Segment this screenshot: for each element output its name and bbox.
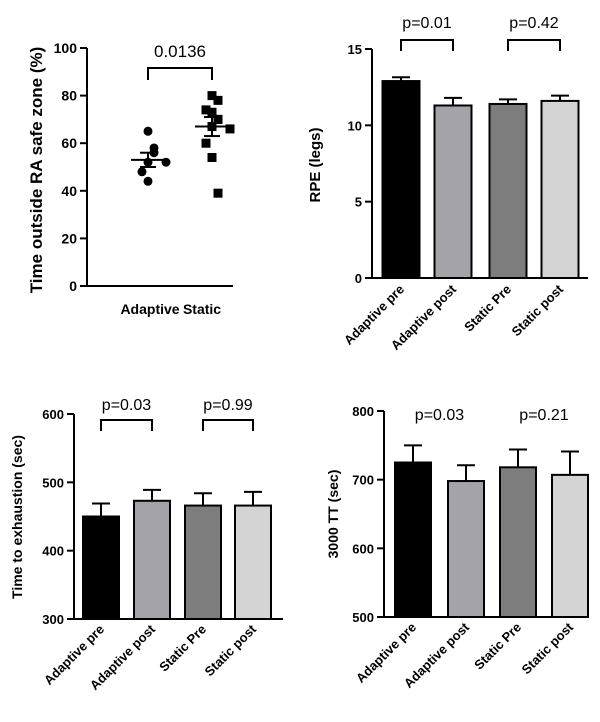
significance-bracket: [147, 67, 213, 80]
p-value-label: p=0.01: [402, 15, 451, 32]
bar: [499, 466, 537, 618]
y-axis-title: 3000 TT (sec): [325, 470, 341, 559]
data-point-static: [213, 188, 223, 198]
data-point-static: [213, 114, 223, 124]
y-tick-label: 5: [355, 195, 362, 210]
y-tick-label: 0: [355, 271, 362, 286]
data-point-static: [207, 107, 217, 117]
x-tick-label: Static Pre: [471, 620, 524, 673]
y-tick-label: 600: [352, 541, 374, 556]
significance-bracket: [202, 419, 254, 431]
p-value-label: p=0.42: [509, 15, 558, 32]
y-tick-label: 15: [348, 42, 362, 57]
y-tick-label: 500: [352, 610, 374, 625]
y-axis-title: Time to exhaustion (sec): [9, 435, 25, 599]
data-point-static: [207, 91, 217, 101]
y-axis-title: Time outside RA safe zone (%): [27, 47, 46, 294]
y-tick-label: 20: [61, 230, 77, 246]
bar: [82, 515, 120, 620]
bar: [551, 473, 589, 618]
data-point-static: [213, 95, 223, 105]
y-tick-label: 10: [348, 118, 362, 133]
panel-a-scatter: 0 20 40 60 80 100 Time outside RA safe zone (%…: [27, 40, 235, 317]
x-tick-label: Static: [183, 301, 221, 317]
y-tick-label: 700: [352, 473, 374, 488]
y-tick-label: 60: [61, 135, 77, 151]
bar: [381, 80, 421, 279]
x-tick-label: Static post: [519, 619, 577, 677]
bar: [540, 99, 580, 280]
data-point-adaptive: [137, 167, 147, 177]
y-tick-label: 300: [42, 612, 64, 627]
significance-bracket: [100, 419, 153, 431]
p-value-label: p=0.03: [415, 407, 464, 424]
x-tick-label: Static Pre: [461, 282, 514, 335]
p-value-label: 0.0136: [154, 42, 206, 61]
y-tick-label: 0: [69, 278, 77, 294]
y-tick-label: 40: [61, 183, 77, 199]
bar: [488, 102, 528, 279]
data-point-static: [201, 138, 211, 148]
y-tick-label: 100: [54, 40, 78, 56]
p-value-label: p=0.99: [203, 397, 252, 414]
y-tick-label: 600: [42, 407, 64, 422]
bar: [447, 480, 485, 619]
significance-bracket: [507, 39, 561, 51]
x-tick-label: Static post: [509, 281, 567, 339]
bar: [184, 504, 222, 621]
y-tick-label: 400: [42, 544, 64, 559]
y-tick-label: 800: [352, 404, 374, 419]
significance-bracket: [400, 39, 454, 51]
x-tick-label: Static post: [202, 621, 260, 679]
data-point-static: [207, 152, 217, 162]
x-tick-label: Adaptive: [120, 301, 179, 317]
y-tick-label: 80: [61, 88, 77, 104]
p-value-label: p=0.03: [102, 397, 151, 414]
x-tick-label: Static Pre: [156, 622, 209, 675]
bar: [234, 504, 272, 621]
data-point-adaptive: [143, 126, 153, 136]
data-point-static: [225, 124, 235, 134]
bar: [133, 499, 171, 620]
bar: [433, 104, 473, 279]
y-tick-label: 500: [42, 475, 64, 490]
p-value-label: p=0.21: [519, 407, 568, 424]
y-axis-title: RPE (legs): [307, 127, 324, 202]
bar: [394, 461, 432, 618]
data-point-adaptive: [143, 176, 153, 186]
data-point-static: [201, 105, 211, 115]
